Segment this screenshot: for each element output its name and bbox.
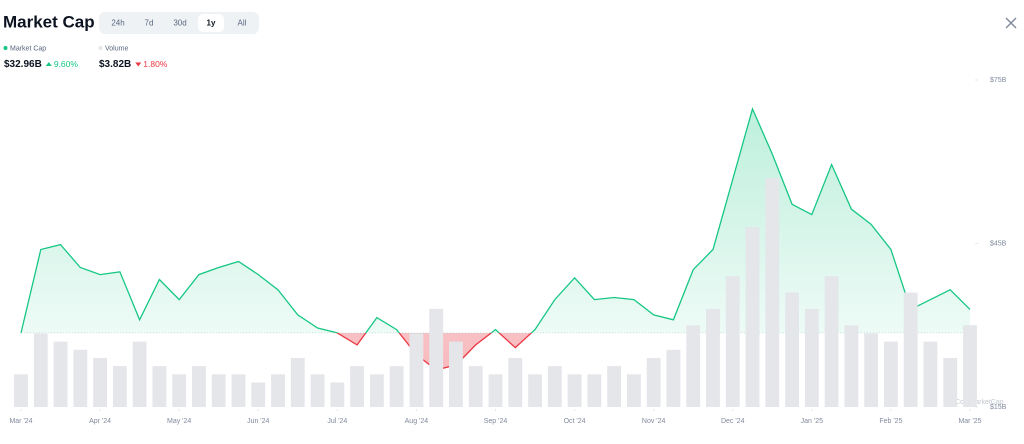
volume-bar: [14, 374, 28, 407]
volume-bar: [745, 227, 760, 407]
volume-bar: [449, 341, 463, 407]
volume-bar: [923, 341, 938, 407]
volume-bar: [508, 357, 523, 407]
y-tick-label: $45B: [990, 240, 1007, 247]
x-tick-label: Jan '25: [801, 418, 823, 425]
volume-bar: [112, 366, 127, 407]
tab[interactable]: 24h: [111, 19, 124, 28]
volume-bar: [350, 366, 365, 407]
stat-value: $3.82B: [99, 59, 131, 70]
tab[interactable]: 30d: [173, 19, 186, 28]
x-tick-label: Mar '25: [958, 418, 981, 425]
volume-bar: [93, 357, 108, 407]
x-tick-label: Feb '25: [879, 418, 902, 425]
volume-bar: [211, 374, 226, 407]
x-tick-label: Jun '24: [247, 418, 269, 425]
volume-bar: [409, 333, 424, 407]
volume-bar: [943, 357, 958, 407]
x-tick-label: Jul '24: [327, 418, 347, 425]
volume-bar: [666, 349, 681, 407]
volume-bar: [725, 276, 740, 407]
x-tick-label: Mar '24: [9, 418, 32, 425]
volume-bar: [528, 374, 542, 407]
volume-bar: [903, 292, 918, 407]
volume-bar: [231, 374, 246, 407]
change-arrow: [45, 62, 52, 66]
x-tick-label: Apr '24: [89, 418, 111, 425]
volume-bar: [290, 357, 305, 407]
x-tick-label: Nov '24: [642, 418, 666, 425]
legend-label: Volume: [105, 45, 128, 52]
volume-bar: [626, 374, 641, 407]
legend-dot: [3, 46, 8, 50]
x-tick-label: Sep '24: [484, 418, 508, 425]
change-arrow: [135, 62, 142, 67]
volume-bar: [132, 341, 147, 407]
stats: Market Cap $32.96B 9.60% Volume $3.82B 1.80%: [3, 45, 168, 70]
volume-bar: [488, 374, 503, 407]
volume-bar: [765, 178, 780, 407]
volume-bar: [607, 366, 622, 407]
volume-bar: [251, 382, 266, 407]
x-tick-label: Aug '24: [405, 418, 429, 425]
y-tick-label: $75B: [990, 77, 1007, 84]
volume-bar: [785, 292, 799, 407]
volume-bar: [33, 333, 48, 407]
volume-bar: [53, 341, 68, 407]
volume-bar: [389, 366, 404, 407]
x-tick-label: Oct '24: [564, 418, 586, 425]
line: [20, 106, 971, 333]
tab[interactable]: 7d: [145, 19, 154, 28]
stat-change: 9.60%: [54, 59, 79, 69]
x-tick-label: Dec '24: [721, 418, 745, 425]
stat-change: 1.80%: [143, 59, 168, 69]
volume-bar: [547, 366, 562, 407]
volume-bar: [646, 357, 661, 407]
volume-bar: [587, 374, 602, 407]
volume-bar: [883, 341, 898, 407]
y-tick-label: $15B: [990, 404, 1007, 411]
volume-bar: [824, 276, 839, 407]
legend-dot: [98, 46, 103, 50]
legend-label: Market Cap: [10, 45, 46, 52]
volume-bar: [468, 366, 483, 407]
tab[interactable]: All: [238, 19, 247, 28]
volume-bar: [271, 374, 285, 407]
volume-bar: [73, 349, 88, 407]
volume-bar: [686, 325, 701, 407]
volume-bar: [192, 366, 206, 407]
volume-bar: [804, 308, 819, 407]
stat-value: $32.96B: [4, 59, 42, 70]
volume-bar: [172, 374, 187, 407]
x-tick-label: May '24: [167, 418, 191, 425]
volume-bar: [963, 325, 977, 407]
volume-bar: [844, 325, 859, 407]
volume-bar: [152, 366, 167, 407]
volume-bar: [330, 382, 345, 407]
chart-title: Market Cap: [3, 12, 95, 31]
volume-bar: [864, 333, 879, 407]
close-button[interactable]: [1005, 17, 1017, 29]
volume-bar: [706, 308, 720, 407]
tab-active: [198, 14, 224, 32]
tabs: 24h 7d 30d 1y All: [111, 14, 247, 32]
volume-bar: [429, 308, 444, 407]
watermark: CoinMarketCap: [955, 399, 1004, 406]
volume-bar: [310, 374, 325, 407]
tab[interactable]: 1y: [207, 19, 216, 28]
volume-bar: [369, 374, 384, 407]
volume-bar: [567, 374, 582, 407]
